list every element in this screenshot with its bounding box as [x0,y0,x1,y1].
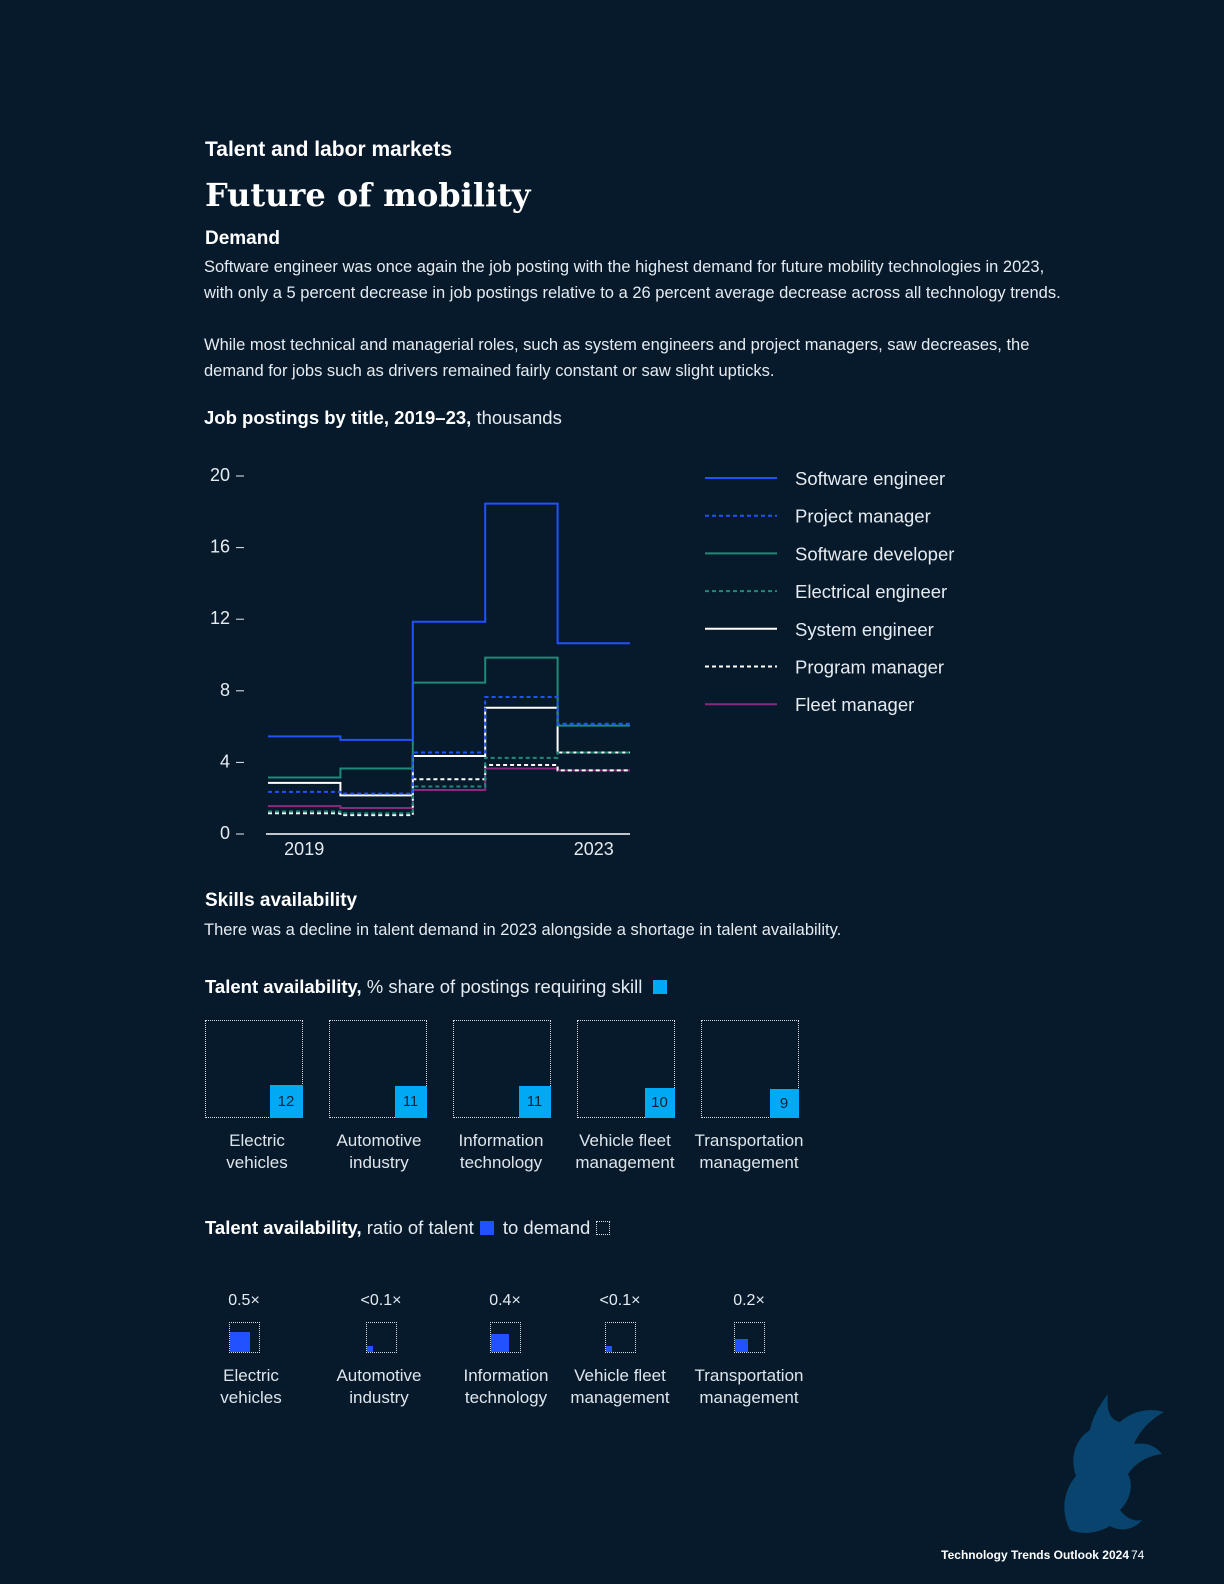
ratio-talent-fill [605,1346,612,1352]
ratio-category-label: Vehicle fleet management [570,1366,670,1407]
ratio-value-label: <0.1× [360,1292,402,1309]
series-line-project-manager [268,695,630,795]
skills-paragraph: There was a decline in talent demand in … [204,921,842,939]
legend-label: System engineer [795,619,934,640]
ratio-category-label: Electric vehicles [220,1366,282,1407]
ratio-talent-fill [366,1346,373,1352]
share-category-label: Transportation management [694,1131,804,1172]
ratio-talent-fill [229,1332,250,1352]
ratio-category-label: Information technology [463,1366,549,1407]
share-value-square: 11 [394,1085,427,1118]
ratio-category-label: Automotive industry [336,1366,422,1407]
ratio-demand-box [733,1322,765,1353]
share-tile: 9 [701,1020,799,1118]
legend-label: Project manager [795,506,931,527]
y-tick-label: 12 [210,608,230,628]
ratio-demand-box [228,1322,260,1353]
share-value-square: 11 [518,1085,551,1118]
y-tick-label: 16 [210,537,230,557]
demand-heading: Demand [205,228,280,249]
ratio-value-label: 0.4× [489,1292,521,1309]
share-category-label: Automotive industry [336,1131,422,1172]
ratio-demand-box [489,1322,521,1353]
job-chart-title-unit: thousands [476,407,562,428]
y-tick-label: 4 [220,751,230,771]
ratio-demand-box [604,1322,636,1353]
footer-publication: Technology Trends Outlook 2024 [941,1548,1129,1562]
share-category-label: Electric vehicles [226,1131,288,1172]
legend-label: Fleet manager [795,694,914,715]
ratio-talent-fill [734,1339,748,1352]
legend-label: Program manager [795,657,944,678]
share-tile: 11 [329,1020,427,1118]
series-line-fleet-manager [268,767,630,809]
series-line-program-manager [268,763,630,817]
y-tick-label: 0 [220,823,230,843]
x-tick-label: 2023 [574,839,614,859]
series-line-software-engineer [268,502,630,741]
share-category-label: Vehicle fleet management [575,1131,675,1172]
share-tile: 11 [453,1020,551,1118]
ratio-chart-title: Talent availability, ratio of talent to … [205,1217,611,1239]
series-line-electrical-engineer [268,751,630,815]
share-value-square: 12 [269,1084,303,1118]
job-chart-title-bold: Job postings by title, 2019–23, [204,407,472,428]
job-postings-chart: 0 4 8 12 16 20 2019 2023 Software engineer Projec… [210,465,954,859]
y-tick-label: 8 [220,680,230,700]
share-legend-square-icon [653,980,668,994]
x-tick-label: 2019 [284,839,324,859]
series-line-system-engineer [268,706,630,797]
share-tile: 12 [205,1020,303,1118]
ratio-chart-title-bold: Talent availability, [205,1217,362,1238]
share-category-label: Information technology [458,1131,544,1172]
legend-label: Electrical engineer [795,581,947,602]
demand-paragraph-1: Software engineer was once again the job… [204,258,1061,302]
demand-paragraph-2: While most technical and managerial role… [204,336,1030,380]
ratio-talent-fill [490,1334,509,1352]
talent-legend-square-icon [479,1221,494,1235]
share-tile: 10 [577,1020,675,1118]
legend-label: Software engineer [795,468,945,489]
demand-outline-box [453,1020,551,1118]
job-chart-title: Job postings by title, 2019–23, thousand… [204,407,562,429]
ratio-value-label: <0.1× [599,1292,641,1309]
demand-legend-square-icon [596,1221,611,1235]
share-chart-title: Talent availability, % share of postings… [205,976,668,998]
page-number: 74 [1131,1548,1145,1562]
ratio-chart-title-rest-2: to demand [502,1217,591,1238]
share-chart-title-bold: Talent availability, [205,976,362,997]
ratio-category-label: Transportation management [694,1366,804,1407]
skills-heading: Skills availability [205,890,358,911]
share-value-square: 10 [644,1087,675,1118]
y-tick-label: 20 [210,465,230,485]
share-value-square: 9 [769,1088,799,1118]
section-label: Talent and labor markets [205,138,453,161]
demand-outline-box [577,1020,675,1118]
ratio-chart-title-rest-1: ratio of talent [366,1217,474,1238]
legend-label: Software developer [795,543,954,564]
griffin-logo-icon [1064,1394,1164,1533]
ratio-value-label: 0.5× [228,1292,260,1309]
ratio-demand-box [365,1322,397,1353]
page-title: Future of mobility [205,176,531,214]
demand-outline-box [701,1020,799,1118]
demand-outline-box [329,1020,427,1118]
demand-outline-box [205,1020,303,1118]
ratio-value-label: 0.2× [733,1292,765,1309]
series-line-software-developer [268,656,630,779]
share-chart-title-rest: % share of postings requiring skill [366,976,643,997]
